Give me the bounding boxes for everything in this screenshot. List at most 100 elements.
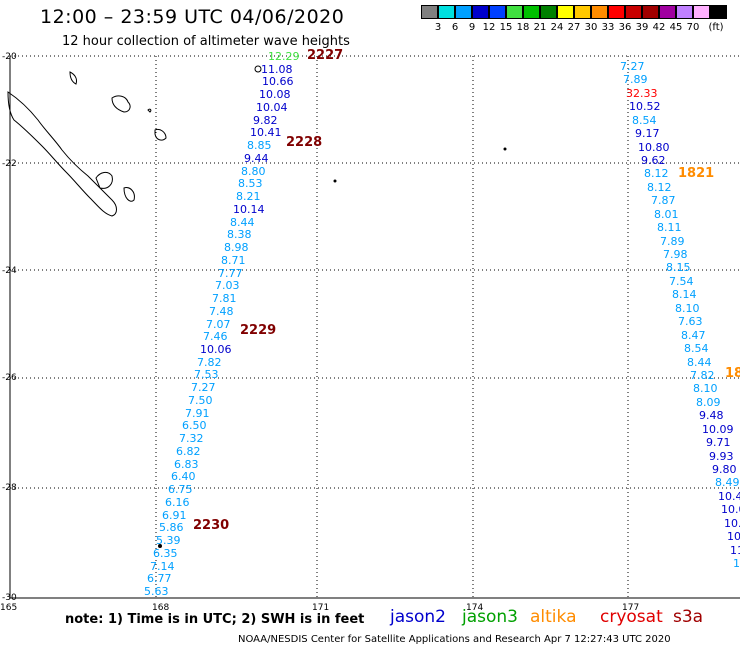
wave-height-value: 9.44 bbox=[244, 152, 269, 165]
map-subtitle: 12 hour collection of altimeter wave hei… bbox=[62, 34, 350, 49]
scale-swatch bbox=[540, 5, 557, 19]
wave-height-value: 12.29 bbox=[268, 50, 300, 63]
wave-height-value: 7.87 bbox=[651, 194, 676, 207]
wave-height-value: 9.80 bbox=[712, 463, 737, 476]
scale-label: 18 bbox=[516, 22, 530, 33]
wave-height-value: 11 bbox=[730, 544, 740, 557]
wave-height-value: 7.77 bbox=[218, 267, 243, 280]
coastline bbox=[7, 71, 167, 217]
lon-label: 177 bbox=[622, 603, 640, 613]
scale-label: 3 bbox=[434, 22, 442, 33]
wave-height-value: 10.52 bbox=[629, 100, 661, 113]
wave-height-value: 11.08 bbox=[261, 63, 293, 76]
legend-s3a: s3a bbox=[673, 607, 704, 627]
wave-height-value: 8.01 bbox=[654, 208, 679, 221]
lon-label: 168 bbox=[152, 603, 170, 613]
wave-height-value: 7.48 bbox=[209, 305, 234, 318]
wave-height-value: 7.27 bbox=[620, 60, 645, 73]
wave-height-value: 7.03 bbox=[215, 279, 240, 292]
wave-height-value: 8.15 bbox=[666, 261, 691, 274]
legend-altika: altika bbox=[530, 607, 577, 627]
legend-jason3: jason3 bbox=[462, 607, 518, 627]
scale-swatch bbox=[710, 5, 727, 19]
scale-label: 6 bbox=[451, 22, 459, 33]
wave-height-value: 5.63 bbox=[144, 585, 169, 598]
footer-credit: NOAA/NESDIS Center for Satellite Applica… bbox=[238, 634, 671, 645]
wave-height-value: 7.07 bbox=[206, 318, 231, 331]
lat-label: -20 bbox=[2, 52, 17, 62]
scale-swatch bbox=[472, 5, 489, 19]
wave-height-value: 10.66 bbox=[262, 75, 294, 88]
scale-swatch bbox=[438, 5, 455, 19]
scale-label: 12 bbox=[482, 22, 496, 33]
wave-height-value: 7.14 bbox=[150, 560, 175, 573]
wave-height-value: 10.08 bbox=[259, 88, 291, 101]
scale-swatch bbox=[574, 5, 591, 19]
wave-height-value: 10.14 bbox=[233, 203, 265, 216]
wave-height-value: 7.27 bbox=[191, 381, 216, 394]
wave-height-value: 7.82 bbox=[690, 369, 715, 382]
wave-height-value: 8.44 bbox=[230, 216, 255, 229]
wave-height-value: 10. bbox=[724, 517, 740, 530]
wave-height-value: 8.14 bbox=[672, 288, 697, 301]
wave-height-value: 6.16 bbox=[165, 496, 190, 509]
wave-height-value: 8.49 bbox=[715, 476, 740, 489]
scale-swatch bbox=[557, 5, 574, 19]
wave-height-value: 10 bbox=[727, 530, 740, 543]
wave-height-value: 6.35 bbox=[153, 547, 178, 560]
wave-height-value: 6.77 bbox=[147, 572, 172, 585]
wave-height-value: 6.50 bbox=[182, 419, 207, 432]
scale-swatch bbox=[455, 5, 472, 19]
wave-height-value: 8.47 bbox=[681, 329, 706, 342]
wave-height-value: 8.71 bbox=[221, 254, 246, 267]
wave-height-value: 7.54 bbox=[669, 275, 694, 288]
wave-height-value: 8.98 bbox=[224, 241, 249, 254]
wave-height-value: 6.75 bbox=[168, 483, 193, 496]
wave-height-value: 8.11 bbox=[657, 221, 682, 234]
wave-height-value: 8.12 bbox=[644, 167, 669, 180]
wave-height-value: 9.62 bbox=[641, 154, 666, 167]
wave-height-value: 10.41 bbox=[250, 126, 282, 139]
lat-label: -24 bbox=[2, 266, 17, 276]
wave-height-value: 8.21 bbox=[236, 190, 261, 203]
scale-label: 27 bbox=[567, 22, 581, 33]
wave-height-value: 7.63 bbox=[678, 315, 703, 328]
wave-height-value: 5.86 bbox=[159, 521, 184, 534]
small-islands bbox=[158, 65, 507, 548]
wave-height-value: 7.89 bbox=[660, 235, 685, 248]
time-label-2227: 2227 bbox=[307, 48, 344, 63]
scale-swatch bbox=[489, 5, 506, 19]
scale-swatch bbox=[659, 5, 676, 19]
time-label-2229: 2229 bbox=[240, 323, 277, 338]
lon-label: 171 bbox=[312, 603, 330, 613]
lon-label: 165 bbox=[0, 603, 18, 613]
wave-height-value: 8.10 bbox=[693, 382, 718, 395]
wave-height-value: 6.83 bbox=[174, 458, 199, 471]
scale-label: 39 bbox=[635, 22, 649, 33]
scale-label: 21 bbox=[533, 22, 547, 33]
scale-label: 70 bbox=[686, 22, 700, 33]
scale-label: 15 bbox=[499, 22, 513, 33]
wave-height-value: 7.50 bbox=[188, 394, 213, 407]
lat-label: -28 bbox=[2, 483, 17, 493]
scale-label: 36 bbox=[618, 22, 632, 33]
scale-swatch bbox=[506, 5, 523, 19]
wave-height-value: 10.0 bbox=[721, 503, 740, 516]
wave-height-value: 9.48 bbox=[699, 409, 724, 422]
wave-height-value: 7.91 bbox=[185, 407, 210, 420]
lat-label: -22 bbox=[2, 159, 17, 169]
wave-height-value: 8.38 bbox=[227, 228, 252, 241]
wave-height-value: 8.54 bbox=[684, 342, 709, 355]
scale-label: (ft) bbox=[708, 22, 724, 33]
time-label-2230: 2230 bbox=[193, 518, 230, 533]
scale-swatch bbox=[608, 5, 625, 19]
scale-swatch bbox=[642, 5, 659, 19]
wave-height-value: 7.53 bbox=[194, 368, 219, 381]
wave-height-value: 10.80 bbox=[638, 141, 670, 154]
map-frame bbox=[9, 55, 740, 599]
wave-height-value: 6.40 bbox=[171, 470, 196, 483]
wave-height-value: 8.12 bbox=[647, 181, 672, 194]
wave-height-value: 7.82 bbox=[197, 356, 222, 369]
legend-jason2: jason2 bbox=[390, 607, 446, 627]
